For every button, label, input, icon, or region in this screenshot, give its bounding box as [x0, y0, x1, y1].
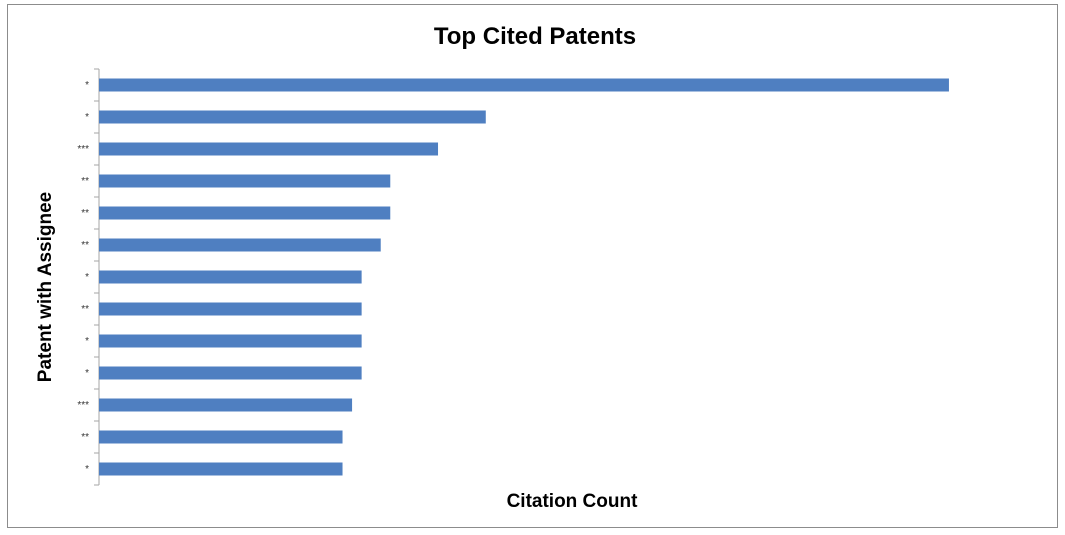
y-tick-label: * [85, 80, 89, 91]
bar [99, 334, 362, 348]
bar [99, 430, 343, 444]
y-axis-title: Patent with Assignee [35, 192, 56, 382]
y-tick-label: * [85, 112, 89, 123]
bar [99, 142, 439, 156]
bar [99, 302, 362, 316]
y-tick-label: * [85, 336, 89, 347]
y-axis-tick-labels: ********************** [77, 80, 89, 475]
y-tick-label: ** [81, 208, 89, 219]
bar-chart: Top Cited Patents Patent with Assignee C… [35, 23, 949, 512]
y-tick-label: *** [77, 144, 89, 155]
y-tick-label: * [85, 464, 89, 475]
y-tick-label: * [85, 272, 89, 283]
bar [99, 398, 353, 412]
y-tick-label: * [85, 368, 89, 379]
y-axis-ticks [94, 68, 99, 486]
x-axis-title: Citation Count [507, 491, 639, 512]
bar [99, 238, 381, 252]
chart-title: Top Cited Patents [434, 23, 636, 50]
bars [99, 78, 949, 476]
y-tick-label: ** [81, 432, 89, 443]
bar [99, 366, 362, 380]
y-tick-label: ** [81, 304, 89, 315]
bar [99, 78, 949, 92]
y-tick-label: *** [77, 400, 89, 411]
y-tick-label: ** [81, 240, 89, 251]
bar [99, 174, 391, 188]
bar [99, 462, 343, 476]
chart-frame: Top Cited Patents Patent with Assignee C… [7, 4, 1058, 528]
y-tick-label: ** [81, 176, 89, 187]
bar [99, 206, 391, 220]
bar [99, 110, 486, 124]
bar [99, 270, 362, 284]
